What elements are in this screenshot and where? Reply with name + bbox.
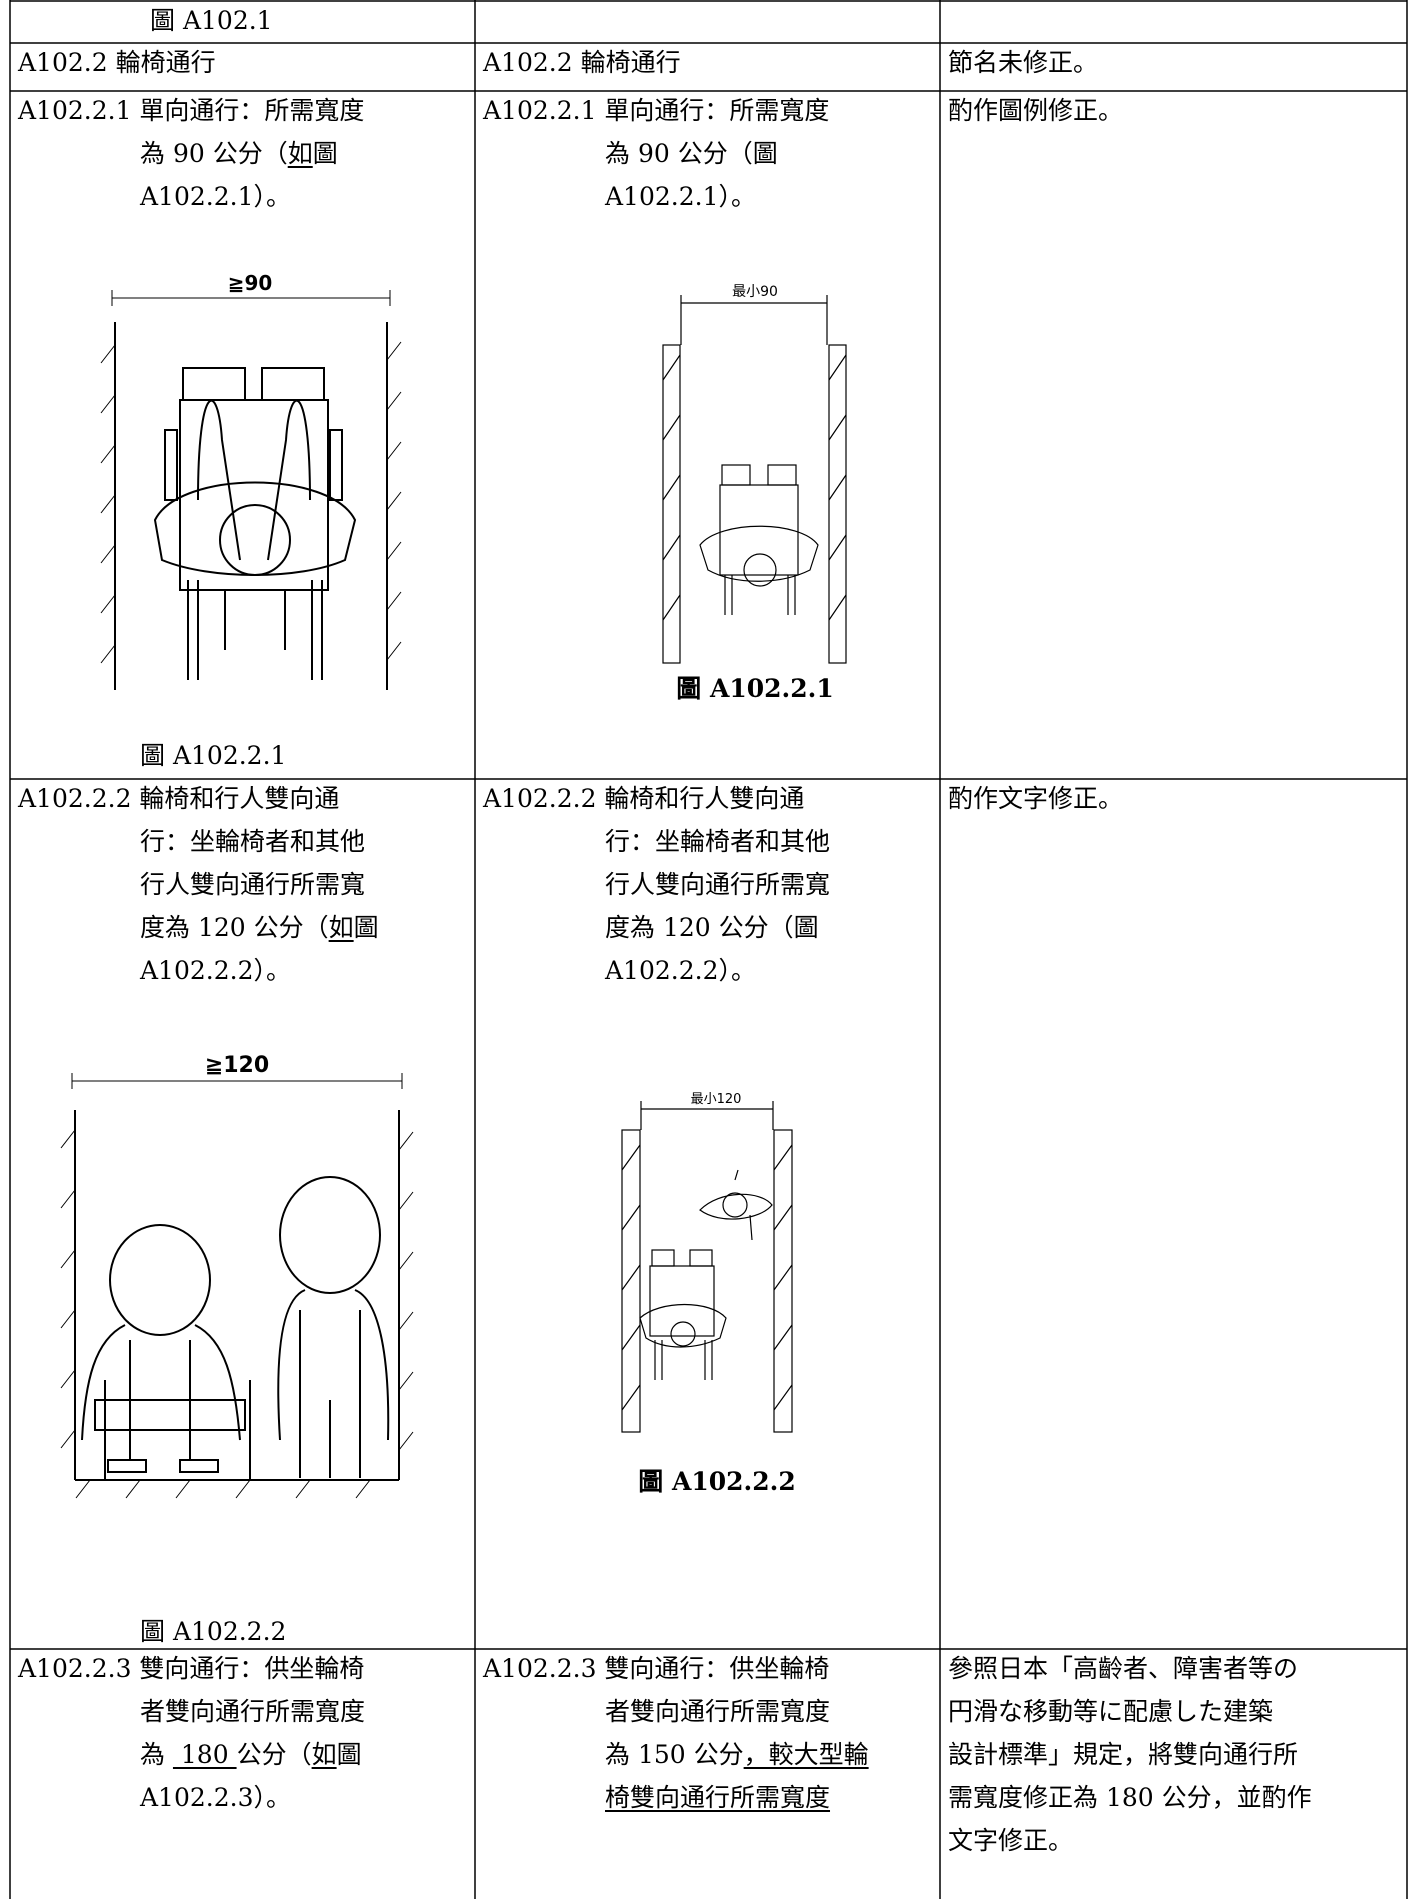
text-line: A102.2.2 輪椅和行人雙向通 [483, 784, 805, 813]
text-line: 度為 120 公分（圖 [605, 913, 819, 942]
text-line: 行：坐輪椅者和其他 [140, 827, 366, 856]
text-line: 文字修正。 [948, 1826, 1074, 1855]
figure-caption: 圖 A102.2.1 [140, 741, 286, 770]
text-line: 為 180 公分（如圖 [140, 1733, 362, 1776]
dimension-label: ≧90 [228, 271, 273, 295]
text-line: 需寬度修正為 180 公分，並酌作 [948, 1783, 1312, 1812]
text-line: 者雙向通行所需寬度 [140, 1697, 366, 1726]
underlined-text: 180 [172, 1740, 237, 1769]
text-segment: 為 [140, 1740, 173, 1769]
underlined-text: 椅雙向通行所需寬度 [605, 1783, 831, 1812]
text-segment: 公分（ [236, 1740, 312, 1769]
text-segment: 圖 [353, 913, 379, 942]
figure-old-2: ≧120 圖 A102.2.2 [60, 1053, 414, 1646]
text-line: A102.2.2）。 [605, 956, 756, 985]
text-line: A102.2.1 單向通行：所需寬度 [483, 96, 830, 125]
underlined-text: 如 [328, 913, 354, 942]
text-line: A102.2 輪椅通行 [483, 48, 681, 77]
text-line: 為 90 公分（圖 [605, 139, 778, 168]
figure-new-2: 最小120 圖 A102.2.2 [621, 1092, 796, 1496]
figure-old-1: ≧90 圖 A102.2.1 [100, 271, 402, 770]
text-line: 椅雙向通行所需寬度 [605, 1776, 830, 1819]
text-line: 円滑な移動等に配慮した建築 [948, 1697, 1274, 1726]
text-line: A102.2.2 輪椅和行人雙向通 [18, 784, 340, 813]
text-line: A102.2.2）。 [140, 956, 291, 985]
underlined-text: 如 [311, 1740, 337, 1769]
text-line: 度為 120 公分（如圖 [140, 906, 379, 949]
figure-new-1: 最小90 圖 A102.2.1 [662, 284, 847, 703]
text-line: 為 90 公分（如圖 [140, 132, 338, 175]
text-line: 參照日本「高齡者、障害者等の [948, 1654, 1299, 1683]
text-line: 行：坐輪椅者和其他 [605, 827, 831, 856]
underlined-text: 如 [287, 139, 313, 168]
text-line: A102.2.1）。 [140, 182, 291, 211]
text-line: 酌作圖例修正。 [948, 96, 1124, 125]
dimension-label: 最小90 [732, 284, 778, 300]
text-line: 設計標準」規定，將雙向通行所 [948, 1740, 1299, 1769]
figure-caption: 圖 A102.2.2 [638, 1467, 795, 1496]
figure-caption: 圖 A102.2.2 [140, 1617, 286, 1646]
text-segment: 圖 [336, 1740, 362, 1769]
figure-caption: 圖 A102.2.1 [676, 674, 833, 703]
text-line: 節名未修正。 [948, 48, 1099, 77]
dimension-label: ≧120 [205, 1053, 269, 1078]
text-line: 行人雙向通行所需寬 [140, 870, 366, 899]
text-line: A102.2.1 單向通行：所需寬度 [18, 96, 365, 125]
underlined-text: ，較大型輪 [743, 1740, 869, 1769]
text-line: 為 150 公分，較大型輪 [605, 1733, 869, 1776]
text-line: A102.2.3）。 [140, 1783, 291, 1812]
text-line: 圖 A102.1 [150, 6, 273, 35]
text-line: A102.2.3 雙向通行：供坐輪椅 [18, 1654, 365, 1683]
table-grid [9, 0, 1408, 1899]
text-segment: 圖 [312, 139, 338, 168]
dimension-label: 最小120 [691, 1092, 742, 1107]
text-line: 者雙向通行所需寬度 [605, 1697, 831, 1726]
text-line: A102.2.3 雙向通行：供坐輪椅 [483, 1654, 830, 1683]
text-segment: 為 150 公分 [605, 1740, 744, 1769]
text-line: A102.2 輪椅通行 [18, 48, 216, 77]
text-line: 行人雙向通行所需寬 [605, 870, 831, 899]
text-line: A102.2.1）。 [605, 182, 756, 211]
text-segment: 為 90 公分（ [140, 139, 288, 168]
text-line: 酌作文字修正。 [948, 784, 1124, 813]
text-segment: 度為 120 公分（ [140, 913, 329, 942]
